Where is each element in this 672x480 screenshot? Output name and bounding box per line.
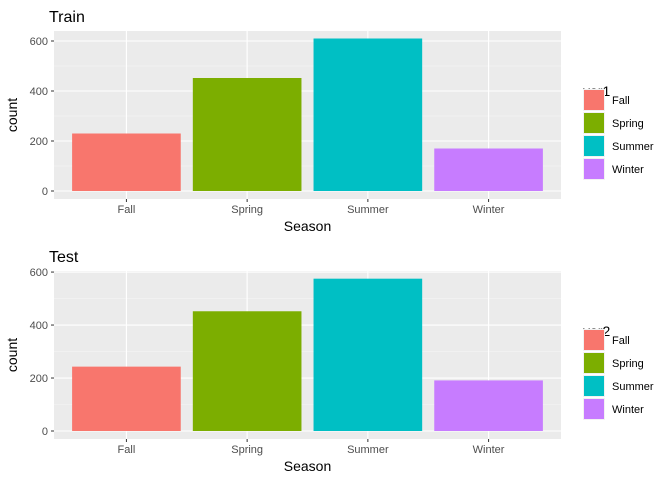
legend-key-spring (584, 113, 604, 133)
x-tick-label: Spring (231, 444, 263, 456)
x-axis-label: Season (284, 218, 331, 234)
y-tick-label: 600 (30, 267, 48, 279)
legend-key-summer (584, 376, 604, 396)
x-tick-label: Winter (473, 204, 505, 216)
bar-fall (72, 133, 181, 191)
x-tick-label: Summer (347, 444, 389, 456)
x-tick-label: Spring (231, 204, 263, 216)
legend-key-summer (584, 136, 604, 156)
legend-label: Spring (612, 358, 644, 370)
bar-fall (72, 366, 181, 431)
x-tick-label: Fall (118, 444, 136, 456)
bar-spring (192, 311, 302, 431)
x-tick-label: Summer (347, 204, 389, 216)
bar-summer (313, 278, 423, 431)
legend-label: Summer (612, 141, 654, 153)
chart-title: Train (49, 9, 85, 26)
legend-label: Spring (612, 118, 644, 130)
bar-winter (434, 380, 543, 431)
x-axis-label: Season (284, 458, 331, 474)
y-tick-label: 0 (42, 186, 48, 198)
bar-spring (192, 78, 302, 191)
legend-key-winter (584, 159, 604, 179)
chart-title: Test (49, 249, 79, 266)
legend-label: Fall (612, 95, 630, 107)
legend-label: Winter (612, 404, 644, 416)
legend-label: Fall (612, 335, 630, 347)
y-axis-label: count (4, 98, 20, 132)
x-tick-label: Winter (473, 444, 505, 456)
y-tick-label: 400 (30, 86, 48, 98)
legend-key-fall (584, 90, 604, 110)
legend-key-spring (584, 353, 604, 373)
legend-key-fall (584, 330, 604, 350)
y-tick-label: 0 (42, 426, 48, 438)
y-tick-label: 600 (30, 36, 48, 48)
y-tick-label: 200 (30, 373, 48, 385)
y-axis-label: count (4, 338, 20, 372)
bar-summer (313, 38, 423, 191)
y-tick-label: 200 (30, 136, 48, 148)
x-tick-label: Fall (118, 204, 136, 216)
legend-label: Winter (612, 164, 644, 176)
bar-winter (434, 148, 543, 191)
legend-key-winter (584, 399, 604, 419)
legend-label: Summer (612, 381, 654, 393)
y-tick-label: 400 (30, 320, 48, 332)
